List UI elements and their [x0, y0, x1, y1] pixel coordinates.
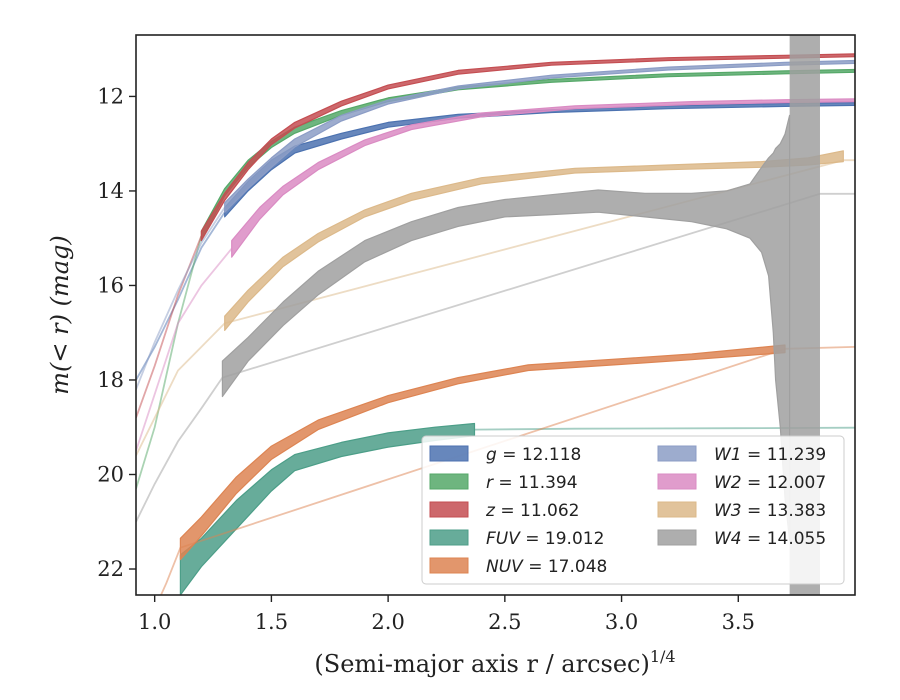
- x-tick-label: 3.5: [722, 610, 755, 634]
- legend-box: [421, 435, 845, 585]
- x-tick-label: 1.5: [255, 610, 288, 634]
- legend-eq-g: =: [497, 445, 522, 465]
- y-tick-label: 18: [97, 368, 124, 392]
- x-axis-label: (Semi-major axis r / arcsec)1/4: [314, 647, 675, 678]
- series-w2-extrapolation: [136, 248, 233, 452]
- x-axis-label-text: (Semi-major axis r / arcsec): [314, 650, 649, 678]
- legend-var-w3: W3: [714, 501, 742, 521]
- legend-label-w4: W4 = 14.055: [714, 529, 826, 549]
- legend-var-z: z: [485, 501, 496, 521]
- legend-value-fuv: 19.012: [545, 529, 604, 549]
- legend-label-nuv: NUV = 17.048: [486, 557, 607, 577]
- y-tick-label: 20: [97, 462, 124, 486]
- legend-var-fuv: FUV: [486, 529, 521, 549]
- legend: g = 12.118 r = 11.394 z = 11.062 FUV = 19.0…: [421, 435, 845, 585]
- legend-value-w4: 14.055: [767, 529, 826, 549]
- legend-swatch-w1: [657, 445, 697, 462]
- y-tick-label: 12: [97, 84, 124, 108]
- legend-label-r: r = 11.394: [486, 473, 578, 493]
- legend-swatch-r: [429, 473, 469, 490]
- legend-value-z: 11.062: [520, 501, 579, 521]
- y-tick-label: 16: [97, 273, 124, 297]
- legend-eq-nuv: =: [523, 557, 548, 577]
- legend-eq-r: =: [493, 473, 518, 493]
- legend-var-g: g: [486, 445, 497, 465]
- x-tick-label: 2.0: [371, 610, 404, 634]
- legend-label-w3: W3 = 13.383: [714, 501, 826, 521]
- legend-swatch-w2: [657, 473, 697, 490]
- y-axis: 12 14 16 18 20 22: [97, 84, 136, 581]
- legend-var-r: r: [486, 473, 494, 493]
- series-w1-band: [224, 59, 855, 213]
- legend-eq-z: =: [495, 501, 520, 521]
- legend-var-w4: W4: [714, 529, 742, 549]
- series-w3-band: [224, 150, 844, 331]
- legend-eq-w3: =: [742, 501, 767, 521]
- series-g-band: [224, 101, 855, 218]
- legend-eq-w4: =: [742, 529, 767, 549]
- legend-label-w1: W1 = 11.239: [714, 445, 826, 465]
- legend-var-w2: W2: [714, 473, 742, 493]
- legend-value-r: 11.394: [518, 473, 577, 493]
- y-axis-label: m(< r) (mag): [46, 235, 74, 394]
- y-tick-label: 14: [97, 179, 124, 203]
- x-axis-label-exponent: 1/4: [650, 647, 676, 666]
- legend-value-w2: 12.007: [767, 473, 826, 493]
- series-w1-extrapolation: [136, 207, 226, 390]
- legend-label-g: g = 12.118: [486, 445, 581, 465]
- series-z-band: [200, 53, 855, 242]
- x-tick-label: 3.0: [605, 610, 638, 634]
- y-tick-label: 22: [97, 557, 124, 581]
- legend-swatch-nuv: [429, 557, 469, 574]
- legend-label-z: z = 11.062: [485, 501, 579, 521]
- legend-swatch-w4: [657, 529, 697, 546]
- legend-eq-w1: =: [742, 445, 767, 465]
- legend-eq-w2: =: [742, 473, 767, 493]
- legend-value-g: 12.118: [522, 445, 581, 465]
- legend-value-w3: 13.383: [767, 501, 826, 521]
- legend-label-w2: W2 = 12.007: [714, 473, 826, 493]
- x-tick-label: 2.5: [488, 610, 521, 634]
- legend-swatch-g: [429, 445, 469, 462]
- series-r-extrapolation: [136, 235, 203, 489]
- legend-swatch-z: [429, 501, 469, 518]
- series-w2-band: [231, 98, 855, 258]
- legend-swatch-w3: [657, 501, 697, 518]
- series-w4-extrapolation: [136, 192, 855, 523]
- legend-var-nuv: NUV: [486, 557, 524, 577]
- legend-var-w1: W1: [714, 445, 742, 465]
- legend-label-fuv: FUV = 19.012: [486, 529, 604, 549]
- x-axis: 1.0 1.5 2.0 2.5 3.0 3.5: [138, 595, 755, 634]
- x-tick-label: 1.0: [138, 610, 171, 634]
- legend-value-w1: 11.239: [767, 445, 826, 465]
- legend-swatch-fuv: [429, 529, 469, 546]
- legend-eq-fuv: =: [520, 529, 545, 549]
- plot-frame: [135, 34, 856, 596]
- legend-value-nuv: 17.048: [548, 557, 607, 577]
